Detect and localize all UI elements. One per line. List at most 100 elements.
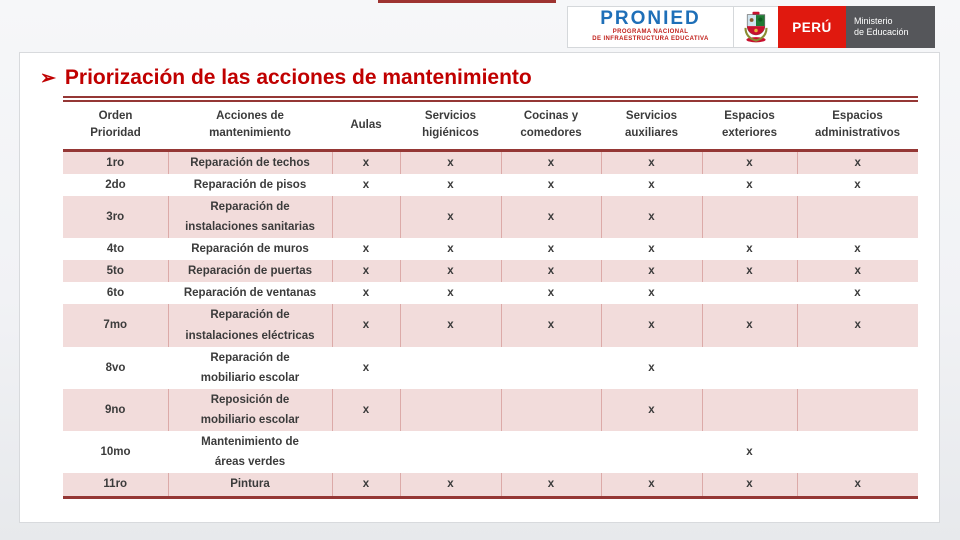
mark-cell: x [796,473,918,497]
mark-cell: x [701,150,797,174]
top-accent-line [378,0,556,3]
table-row: 8vo Reparación de mobiliario escolar x x [63,347,918,389]
mark-cell: x [331,473,400,497]
slide-title: ➢ Priorización de las acciones de manteni… [40,66,532,90]
mark-cell: x [648,178,655,191]
accion-cell: Reparación de instalaciones sanitarias [167,195,332,238]
empty-cell [400,431,501,473]
empty-cell [501,347,601,389]
pronied-logo-subtitle-1: PROGRAMA NACIONAL [612,28,689,35]
mark-cell: x [746,243,753,255]
mark-cell: x [701,473,797,497]
mark-cell: x [796,260,918,283]
column-header-servicios-higienicos: Servicios higiénicos [400,101,501,152]
ministry-of-education-label: Ministerio de Educación [846,6,935,48]
table-row: 3ro Reparación de instalaciones sanitaria… [63,195,918,238]
mark-cell: x [701,304,797,347]
accion-cell: Reparación de puertas [167,260,332,283]
mark-cell: x [746,446,753,459]
empty-cell [701,388,797,432]
accion-cell: Reparación de mobiliario escolar [200,351,300,384]
empty-cell [332,431,400,473]
mark-cell: x [854,287,861,300]
empty-cell [399,388,501,432]
column-header-espacios-administrativos: Espacios administrativos [797,101,918,152]
brand-bar: PRONIED PROGRAMA NACIONAL DE INFRAESTRUC… [567,6,935,48]
mark-cell: x [648,361,655,374]
mark-cell: x [500,150,601,174]
mark-cell: x [500,304,601,347]
table-body: 1ro Reparación de techos x x x x x x 2do Reparaci… [63,150,918,497]
column-header-espacios-exteriores: Espacios exteriores [702,101,797,152]
empty-cell [501,431,601,473]
mark-cell: x [547,243,555,255]
mark-cell: x [648,243,655,255]
mark-cell: x [648,287,655,300]
mark-cell: x [796,304,918,347]
table-row: 11ro Pintura x x x x x x [63,473,918,497]
mark-cell: x [399,304,501,347]
mark-cell: x [362,287,370,300]
empty-cell [797,431,918,473]
accion-cell: Pintura [167,473,332,497]
mark-cell: x [500,195,601,238]
pronied-logo-name: PRONIED [600,8,701,29]
maintenance-priority-table: Orden Prioridad Acciones de mantenimiento… [63,100,918,499]
peru-coat-of-arms-icon [744,11,768,43]
orden-cell: 2do [105,178,126,191]
orden-cell: 3ro [63,195,168,238]
mark-cell: x [331,260,400,283]
empty-cell [797,347,918,389]
mark-cell: x [362,243,370,255]
mark-cell: x [547,287,555,300]
table-row: 1ro Reparación de techos x x x x x x [63,150,918,174]
orden-cell: 11ro [63,473,168,497]
orden-cell: 7mo [63,304,168,347]
orden-cell: 5to [63,260,168,283]
empty-cell [796,195,918,238]
empty-cell [331,195,400,238]
peru-flag-label: PERÚ [778,6,846,48]
column-header-servicios-auxiliares: Servicios auxiliares [601,101,702,152]
mark-cell: x [500,473,601,497]
table-row: 10mo Mantenimiento de áreas verdes x [63,431,918,473]
mark-cell: x [600,195,702,238]
table-row: 4to Reparación de muros x x x x x x [63,238,918,260]
mark-cell: x [701,260,797,283]
table-row: 2do Reparación de pisos x x x x x x [63,174,918,196]
accion-cell: Reparación de ventanas [183,287,317,300]
empty-cell [400,347,501,389]
empty-cell [702,347,797,389]
orden-cell: 8vo [105,361,126,374]
accion-cell: Reparación de techos [167,150,332,174]
mark-cell: x [600,150,702,174]
mark-cell: x [746,178,753,191]
mark-cell: x [447,243,454,255]
mark-cell: x [331,304,400,347]
empty-cell [702,282,797,304]
column-header-cocinas-comedores: Cocinas y comedores [501,101,601,152]
orden-cell: 4to [106,243,125,255]
pronied-logo: PRONIED PROGRAMA NACIONAL DE INFRAESTRUC… [567,6,733,48]
mark-cell: x [600,304,702,347]
column-header-aulas: Aulas [332,101,400,152]
orden-cell: 9no [63,388,168,432]
mark-cell: x [399,195,501,238]
table-wrap: Orden Prioridad Acciones de mantenimiento… [63,100,918,499]
pronied-logo-subtitle-2: DE INFRAESTRUCTURA EDUCATIVA [592,36,709,43]
table-row: 5to Reparación de puertas x x x x x x [63,260,918,283]
mark-cell: x [547,178,555,191]
mark-cell: x [854,243,861,255]
slide-title-text: Priorización de las acciones de mantenim… [64,66,532,89]
mark-cell: x [399,150,501,174]
mark-cell: x [362,361,370,374]
mark-cell: x [331,150,400,174]
mark-cell: x [331,388,400,432]
accion-cell: Reposición de mobiliario escolar [167,388,332,432]
arrow-bullet-icon: ➢ [40,68,56,89]
accion-cell: Reparación de pisos [193,178,307,191]
accion-cell: Reparación de muros [191,243,309,255]
accion-cell: Reparación de instalaciones eléctricas [167,304,332,347]
table-row: 9no Reposición de mobiliario escolar x x [63,388,918,432]
